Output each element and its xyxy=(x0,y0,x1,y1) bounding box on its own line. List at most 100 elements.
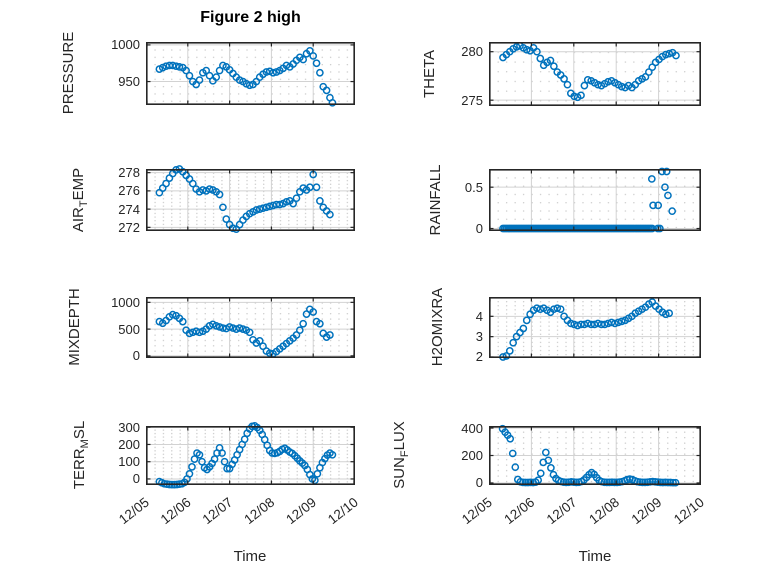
y-tick-label: 3 xyxy=(475,329,483,345)
plot-canvas-airtemp xyxy=(146,165,355,234)
data-point xyxy=(262,203,271,212)
axes-box xyxy=(489,169,701,232)
data-point xyxy=(638,478,647,487)
data-point xyxy=(511,463,520,472)
data-point xyxy=(215,323,224,331)
x-tick-label: 12/10 xyxy=(325,495,361,528)
tick-marks xyxy=(489,170,701,230)
y-tick-label: 300 xyxy=(118,419,140,435)
subplot-airtemp: 272 274 276 278 xyxy=(118,165,355,235)
data-point xyxy=(662,167,671,176)
data-point xyxy=(240,435,249,444)
data-point xyxy=(553,304,562,313)
data-point xyxy=(600,478,609,487)
data-point xyxy=(656,224,664,233)
y-tick-label: 0 xyxy=(132,348,140,364)
minor-grid xyxy=(147,170,354,230)
y-tick-label: 0 xyxy=(475,221,483,237)
y-tick-label: 278 xyxy=(118,165,140,181)
data-point xyxy=(656,478,665,487)
data-point xyxy=(312,183,321,192)
data-points xyxy=(155,165,334,234)
data-point xyxy=(671,478,680,487)
data-point xyxy=(536,54,545,63)
axes-box xyxy=(146,297,355,359)
data-point xyxy=(672,51,680,60)
data-point xyxy=(172,62,180,71)
subplot-mixdepth: 0 500 1000 xyxy=(111,295,355,363)
x-tick-label: 12/09 xyxy=(629,495,665,528)
y-tick-label: 276 xyxy=(118,183,140,199)
data-point xyxy=(326,331,334,339)
data-point xyxy=(328,450,337,459)
y-tick-label: 272 xyxy=(118,219,140,235)
data-point xyxy=(309,52,318,60)
data-point xyxy=(205,71,214,80)
y-tick-label: 400 xyxy=(461,420,483,436)
data-point xyxy=(509,338,518,347)
data-point xyxy=(178,317,187,326)
x-tick-label: 12/05 xyxy=(459,495,495,528)
time-label-left: Time xyxy=(233,548,267,565)
plot-canvas-theta xyxy=(489,42,701,107)
x-tick-labels: 12/05 12/06 12/07 12/08 12/09 12/10 xyxy=(116,495,361,528)
data-point xyxy=(614,318,623,327)
subplot-rainfall: 0 0.5 xyxy=(465,167,701,236)
minor-grid xyxy=(147,427,354,484)
data-point xyxy=(265,202,274,211)
data-point xyxy=(328,98,337,107)
data-point xyxy=(502,352,511,360)
data-point xyxy=(223,464,231,473)
data-point xyxy=(188,179,197,188)
tick-marks xyxy=(146,298,355,357)
subplot-theta: 275 280 xyxy=(461,42,701,108)
data-point xyxy=(617,317,626,326)
data-point xyxy=(544,456,553,465)
data-point xyxy=(175,63,184,71)
data-point xyxy=(608,478,616,487)
data-point xyxy=(220,457,229,466)
data-point xyxy=(265,349,274,358)
data-point xyxy=(316,319,324,328)
data-point xyxy=(605,478,614,487)
y-tick-label: 4 xyxy=(475,308,483,324)
data-point xyxy=(299,319,308,328)
data-point xyxy=(312,59,321,68)
data-point xyxy=(210,455,219,463)
data-point xyxy=(665,49,674,58)
data-point xyxy=(669,478,677,487)
x-tick-label: 12/06 xyxy=(158,495,194,528)
data-point xyxy=(649,201,657,210)
y-tick-label: 0.5 xyxy=(464,179,483,195)
plot-canvas-h2omixra xyxy=(489,297,701,361)
x-tick-label: 12/07 xyxy=(200,495,236,528)
tick-marks xyxy=(489,427,701,484)
data-point xyxy=(505,347,514,355)
data-point xyxy=(610,478,619,487)
data-point xyxy=(522,45,531,54)
y-tick-label: 274 xyxy=(118,201,140,217)
x-tick-label: 12/08 xyxy=(241,495,277,528)
data-point xyxy=(245,328,254,337)
subplot-terrmsl: 0 100 200 300 xyxy=(118,420,355,489)
data-point xyxy=(563,80,572,89)
plot-canvas-sunflux xyxy=(489,424,701,487)
data-points xyxy=(499,42,680,102)
axes-box xyxy=(146,426,355,486)
data-point xyxy=(205,185,214,193)
data-point xyxy=(289,199,297,208)
y-tick-label: 1000 xyxy=(111,37,140,53)
data-point xyxy=(255,205,264,213)
minor-grid xyxy=(147,43,354,104)
minor-grid xyxy=(490,43,700,105)
y-tick-label: 0 xyxy=(132,471,140,487)
data-point xyxy=(550,62,558,71)
data-point xyxy=(212,322,221,330)
data-point xyxy=(566,319,575,328)
figure-title: Figure 2 high xyxy=(200,9,301,26)
data-point xyxy=(239,325,247,333)
x-tick-label: 12/09 xyxy=(283,495,319,528)
data-point xyxy=(235,324,244,332)
subplot-sunflux: 0 200 400 xyxy=(461,421,701,490)
y-tick-label: 200 xyxy=(461,448,483,463)
